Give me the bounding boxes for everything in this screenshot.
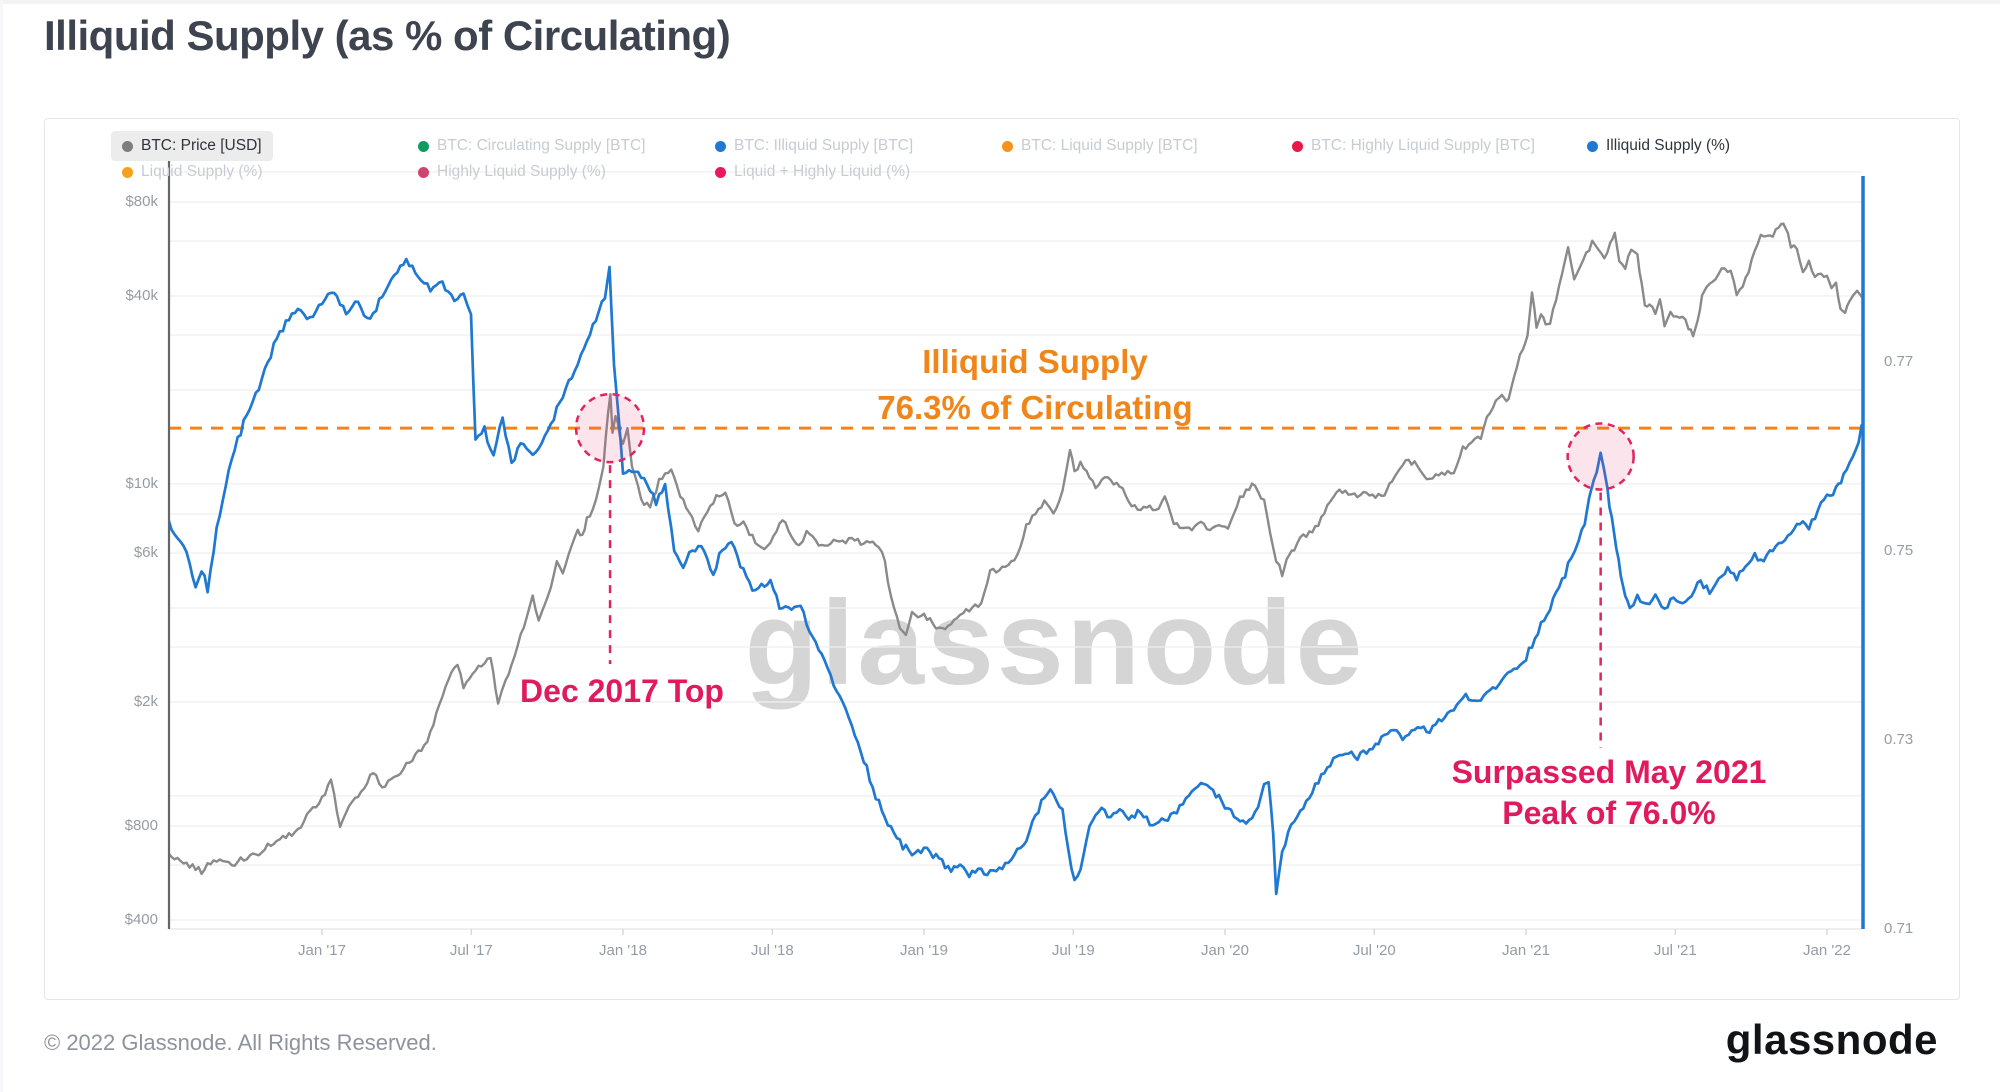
legend-dot <box>122 140 133 152</box>
y-left-tick-label: $6k <box>133 544 158 562</box>
y-left-tick-label: $800 <box>124 817 158 835</box>
y-left-tick-label: $10k <box>125 474 158 492</box>
y-left-tick-label: $2k <box>133 692 158 710</box>
legend-dot <box>418 166 429 178</box>
legend-item-label: BTC: Liquid Supply [BTC] <box>1021 137 1198 154</box>
glassnode-logo: glassnode <box>1725 1016 1938 1063</box>
dec-2017-highlight-circle <box>574 392 646 464</box>
x-tick-label: Jul '17 <box>449 942 493 959</box>
may-2021-highlight-circle <box>1566 422 1635 491</box>
series-lines <box>169 222 1862 896</box>
x-tick-label: Jul '20 <box>1352 942 1396 959</box>
legend-item-btc-highly-liquid-supply-btc[interactable]: BTC: Highly Liquid Supply [BTC] <box>1292 134 1535 158</box>
legend-item-label: BTC: Price [USD] <box>141 137 262 154</box>
chart-card: glassnode <box>44 118 1960 1000</box>
y-right-tick-label: 0.75 <box>1884 542 1914 559</box>
legend-item-btc-circulating-supply-btc[interactable]: BTC: Circulating Supply [BTC] <box>418 134 645 158</box>
legend-item-label: BTC: Highly Liquid Supply [BTC] <box>1311 137 1535 154</box>
legend-item-btc-illiquid-supply-btc[interactable]: BTC: Illiquid Supply [BTC] <box>715 134 913 158</box>
btc-price-series-line <box>169 222 1862 876</box>
footer-copyright: © 2022 Glassnode. All Rights Reserved. <box>44 1030 437 1055</box>
legend-item-label: BTC: Circulating Supply [BTC] <box>437 137 646 154</box>
x-tick-label: Jan '18 <box>599 942 647 959</box>
x-tick-label: Jul '19 <box>1051 942 1095 959</box>
legend-dot <box>122 166 133 178</box>
legend-item-label: Liquid + Highly Liquid (%) <box>734 163 911 180</box>
x-tick-label: Jan '17 <box>298 942 346 959</box>
may-2021-annotation-line1: Surpassed May 2021 <box>1451 754 1767 790</box>
x-tick-label: Jan '20 <box>1201 942 1249 959</box>
legend-item-label: Illiquid Supply (%) <box>1606 137 1731 154</box>
legend-dot <box>418 140 429 152</box>
y-left-tick-label: $80k <box>125 193 158 211</box>
legend-item-btc-liquid-supply-btc[interactable]: BTC: Liquid Supply [BTC] <box>1002 134 1198 158</box>
x-tick-label: Jan '19 <box>900 942 948 959</box>
may-2021-peak-annotation: Surpassed May 2021 Peak of 76.0% <box>1401 752 1817 834</box>
may-2021-annotation-line2: Peak of 76.0% <box>1502 795 1716 831</box>
illiquid-ref-annotation-line2: 76.3% of Circulating <box>877 389 1193 426</box>
x-tick-label: Jan '22 <box>1803 942 1851 959</box>
dec-2017-top-annotation: Dec 2017 Top <box>520 673 724 709</box>
glassnode-watermark: glassnode <box>744 576 1366 710</box>
legend-dot <box>1292 140 1303 152</box>
legend-item-liquid-supply[interactable]: Liquid Supply (%) <box>122 160 262 184</box>
illiquid-ref-annotation: Illiquid Supply 76.3% of Circulating <box>815 339 1255 431</box>
legend-dot <box>1587 140 1598 152</box>
y-right-tick-label: 0.77 <box>1884 353 1914 370</box>
legend-item-btc-price-usd[interactable]: BTC: Price [USD] <box>111 131 273 161</box>
legend-item-label: Liquid Supply (%) <box>141 163 263 180</box>
x-tick-label: Jul '18 <box>750 942 794 959</box>
page-title: Illiquid Supply (as % of Circulating) <box>44 12 731 59</box>
legend-item-label: Highly Liquid Supply (%) <box>437 163 606 180</box>
legend-item-liquid-highly-liquid[interactable]: Liquid + Highly Liquid (%) <box>715 160 910 184</box>
y-left-tick-label: $40k <box>125 287 158 304</box>
illiquid-supply-series-line <box>169 257 1862 896</box>
legend-dot <box>715 140 726 152</box>
x-tick-label: Jul '21 <box>1653 942 1697 959</box>
window-left-edge <box>0 0 3 1092</box>
y-right-tick-label: 0.71 <box>1884 920 1914 937</box>
illiquid-ref-annotation-line1: Illiquid Supply <box>922 343 1148 380</box>
legend-item-label: BTC: Illiquid Supply [BTC] <box>734 137 914 154</box>
legend-item-illiquid-supply[interactable]: Illiquid Supply (%) <box>1587 134 1730 158</box>
x-tick-label: Jan '21 <box>1502 942 1550 959</box>
gridlines <box>169 171 1862 935</box>
window-top-edge <box>0 0 2000 4</box>
legend-item-highly-liquid-supply[interactable]: Highly Liquid Supply (%) <box>418 160 606 184</box>
legend-dot <box>1002 140 1013 152</box>
y-right-tick-label: 0.73 <box>1884 731 1914 748</box>
y-left-tick-label: $400 <box>124 911 158 928</box>
legend-dot <box>715 166 726 178</box>
